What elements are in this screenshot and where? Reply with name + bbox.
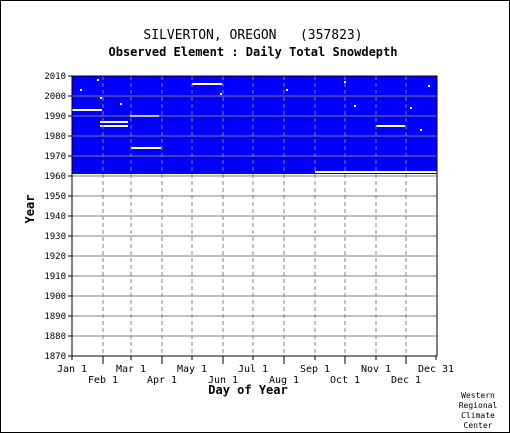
missing-speck-1983-8 [420, 129, 422, 131]
missing-segment-1985-6 [100, 125, 128, 127]
chart-title: SILVERTON, OREGON (357823) [143, 28, 362, 43]
x-axis: Jan 1 Mar 1 May 1 Jul 1 Sep 1 Nov 1 Dec 31 Feb … [57, 356, 454, 386]
y-tick-label-1870: 1870 [44, 352, 66, 362]
y-tick-label-1980: 1980 [44, 132, 66, 142]
x-tick-label-nov-1: Nov 1 [361, 364, 391, 375]
y-tick-label-1900: 1900 [44, 292, 66, 302]
missing-speck-2001-4 [220, 93, 222, 95]
missing-segment-1962-9 [315, 171, 437, 173]
y-tick-label-2000: 2000 [44, 92, 66, 102]
credit-line-4: Center [464, 421, 493, 430]
x-tick-label-feb-1: Feb 1 [88, 375, 118, 386]
x-axis-label: Day of Year [208, 383, 287, 397]
y-tick-label-1940: 1940 [44, 212, 66, 222]
credit-line-3: Climate [461, 411, 495, 420]
y-tick-label-1950: 1950 [44, 192, 66, 202]
missing-segment-1985-7 [376, 125, 405, 127]
x-tick-label-oct-1: Oct 1 [330, 375, 360, 386]
y-axis-label: Year [23, 195, 37, 224]
missing-speck-1995-6 [354, 105, 356, 107]
missing-segment-1999-1 [100, 97, 102, 99]
missing-speck-2007-1 [344, 81, 346, 83]
missing-segment-1974-8 [131, 147, 161, 149]
missing-speck-2008-0 [97, 79, 99, 81]
y-tick-label-2010: 2010 [44, 72, 66, 82]
x-tick-label-dec-31: Dec 31 [418, 364, 454, 375]
x-tick-label-jul-1: Jul 1 [238, 364, 268, 375]
grid-layer [72, 76, 437, 356]
y-tick-label-1890: 1890 [44, 312, 66, 322]
wrcc-credit: Western Regional Climate Center [459, 391, 498, 430]
missing-segment-1996-2 [120, 103, 122, 105]
data-layer [72, 76, 437, 174]
y-tick-label-1930: 1930 [44, 232, 66, 242]
x-tick-label-jun-1: Jun 1 [208, 375, 238, 386]
x-tick-label-aug-1: Aug 1 [269, 375, 299, 386]
missing-segment-1987-5 [100, 121, 128, 123]
credit-line-1: Western [461, 391, 495, 400]
y-tick-label-1910: 1910 [44, 272, 66, 282]
missing-segment-1993-3 [72, 109, 102, 111]
y-tick-label-1920: 1920 [44, 252, 66, 262]
y-tick-label-1970: 1970 [44, 152, 66, 162]
x-tick-label-jan-1: Jan 1 [57, 364, 87, 375]
missing-speck-1994-7 [410, 107, 412, 109]
chart-subtitle: Observed Element : Daily Total Snowdepth [109, 45, 398, 59]
x-tick-label-may-1: May 1 [177, 364, 207, 375]
x-tick-label-sep-1: Sep 1 [300, 364, 330, 375]
missing-segment-2006-0 [192, 83, 222, 85]
x-tick-label-apr-1: Apr 1 [147, 375, 177, 386]
x-tick-label-dec-1: Dec 1 [391, 375, 421, 386]
y-axis: 1870 1880 1890 1900 1910 1920 1930 1940 1950 1960… [44, 72, 72, 362]
y-tick-label-1880: 1880 [44, 332, 66, 342]
y-tick-label-1990: 1990 [44, 112, 66, 122]
missing-speck-2003-2 [80, 89, 82, 91]
y-tick-label-1960: 1960 [44, 172, 66, 182]
credit-line-2: Regional [459, 401, 498, 410]
missing-speck-2005-5 [428, 85, 430, 87]
missing-speck-2003-3 [286, 89, 288, 91]
x-tick-label-mar-1: Mar 1 [116, 364, 146, 375]
